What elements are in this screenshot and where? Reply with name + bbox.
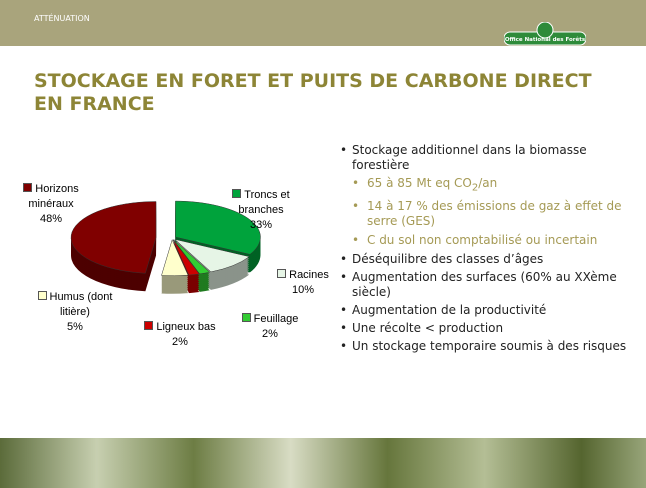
value-label: 5%	[67, 321, 83, 333]
text-part: C du sol non comptabilisé ou incertain	[367, 233, 598, 248]
category-label: Feuillage	[253, 313, 299, 325]
legend-swatch	[232, 189, 242, 198]
pie-slice	[173, 239, 211, 275]
legend-swatch	[23, 183, 33, 192]
logo	[504, 22, 586, 46]
bullet: Un stockage temporaire soumis à des risq…	[340, 339, 630, 354]
bullet: Déséquilibre des classes d’âges	[340, 252, 630, 267]
text-part: 65 à 85 Mt eq CO	[367, 176, 472, 190]
pie-chart	[70, 200, 261, 294]
category-label: Troncs et branches	[238, 189, 290, 216]
value-label: 2%	[172, 336, 188, 348]
bullet: Augmentation de la productivité	[340, 303, 630, 318]
legend-swatch	[37, 291, 47, 300]
pie-slice	[70, 201, 157, 274]
legend-swatch	[241, 313, 251, 322]
pie-label: Feuillage 2%	[235, 312, 305, 342]
pie-label: Humus (dont litière) 5%	[30, 290, 120, 335]
sub-bullet: 14 à 17 % des émissions de gaz à effet d…	[340, 199, 630, 229]
pie-slice	[161, 239, 189, 277]
category-label: Ligneux bas	[156, 321, 216, 333]
pie-slice	[174, 239, 250, 273]
value-label: 10%	[291, 284, 315, 296]
slide-title: STOCKAGE EN FORET ET PUITS DE CARBONE DI…	[34, 70, 592, 115]
category-label: Racines	[289, 269, 329, 281]
value-label: 2%	[262, 328, 278, 340]
value-label: 33%	[249, 219, 273, 231]
text-part: 2	[471, 182, 479, 194]
forest-banner	[0, 438, 646, 488]
logo-text: Office National des Forêts	[504, 37, 586, 43]
sub-bullet: 65 à 85 Mt eq CO2/an	[340, 176, 630, 195]
pie-label: Horizons minéraux 48%	[6, 182, 96, 227]
bullet: Augmentation des surfaces (60% au XXème …	[340, 270, 630, 300]
category-label: Horizons minéraux	[28, 183, 79, 210]
bullet: Stockage additionnel dans la biomasse fo…	[340, 143, 630, 173]
section-label: ATTÉNUATION	[34, 14, 90, 23]
text-part: 14 à 17 % des émissions de gaz à effet d…	[367, 199, 622, 229]
legend-swatch	[144, 321, 154, 330]
pie-label: Troncs et branches 33%	[226, 188, 296, 233]
category-label: Humus (dont litière)	[49, 291, 113, 318]
pie-label: Ligneux bas 2%	[140, 320, 220, 350]
pie-label: Racines 10%	[268, 268, 338, 298]
bullet: Une récolte < production	[340, 321, 630, 336]
pie-slice	[175, 200, 261, 255]
sub-bullet: C du sol non comptabilisé ou incertain	[340, 233, 630, 248]
text-part: /an	[478, 176, 498, 190]
value-label: 48%	[39, 213, 63, 225]
legend-swatch	[277, 269, 287, 278]
pie-slice	[172, 239, 200, 276]
bullet-list: Stockage additionnel dans la biomasse fo…	[340, 143, 630, 357]
